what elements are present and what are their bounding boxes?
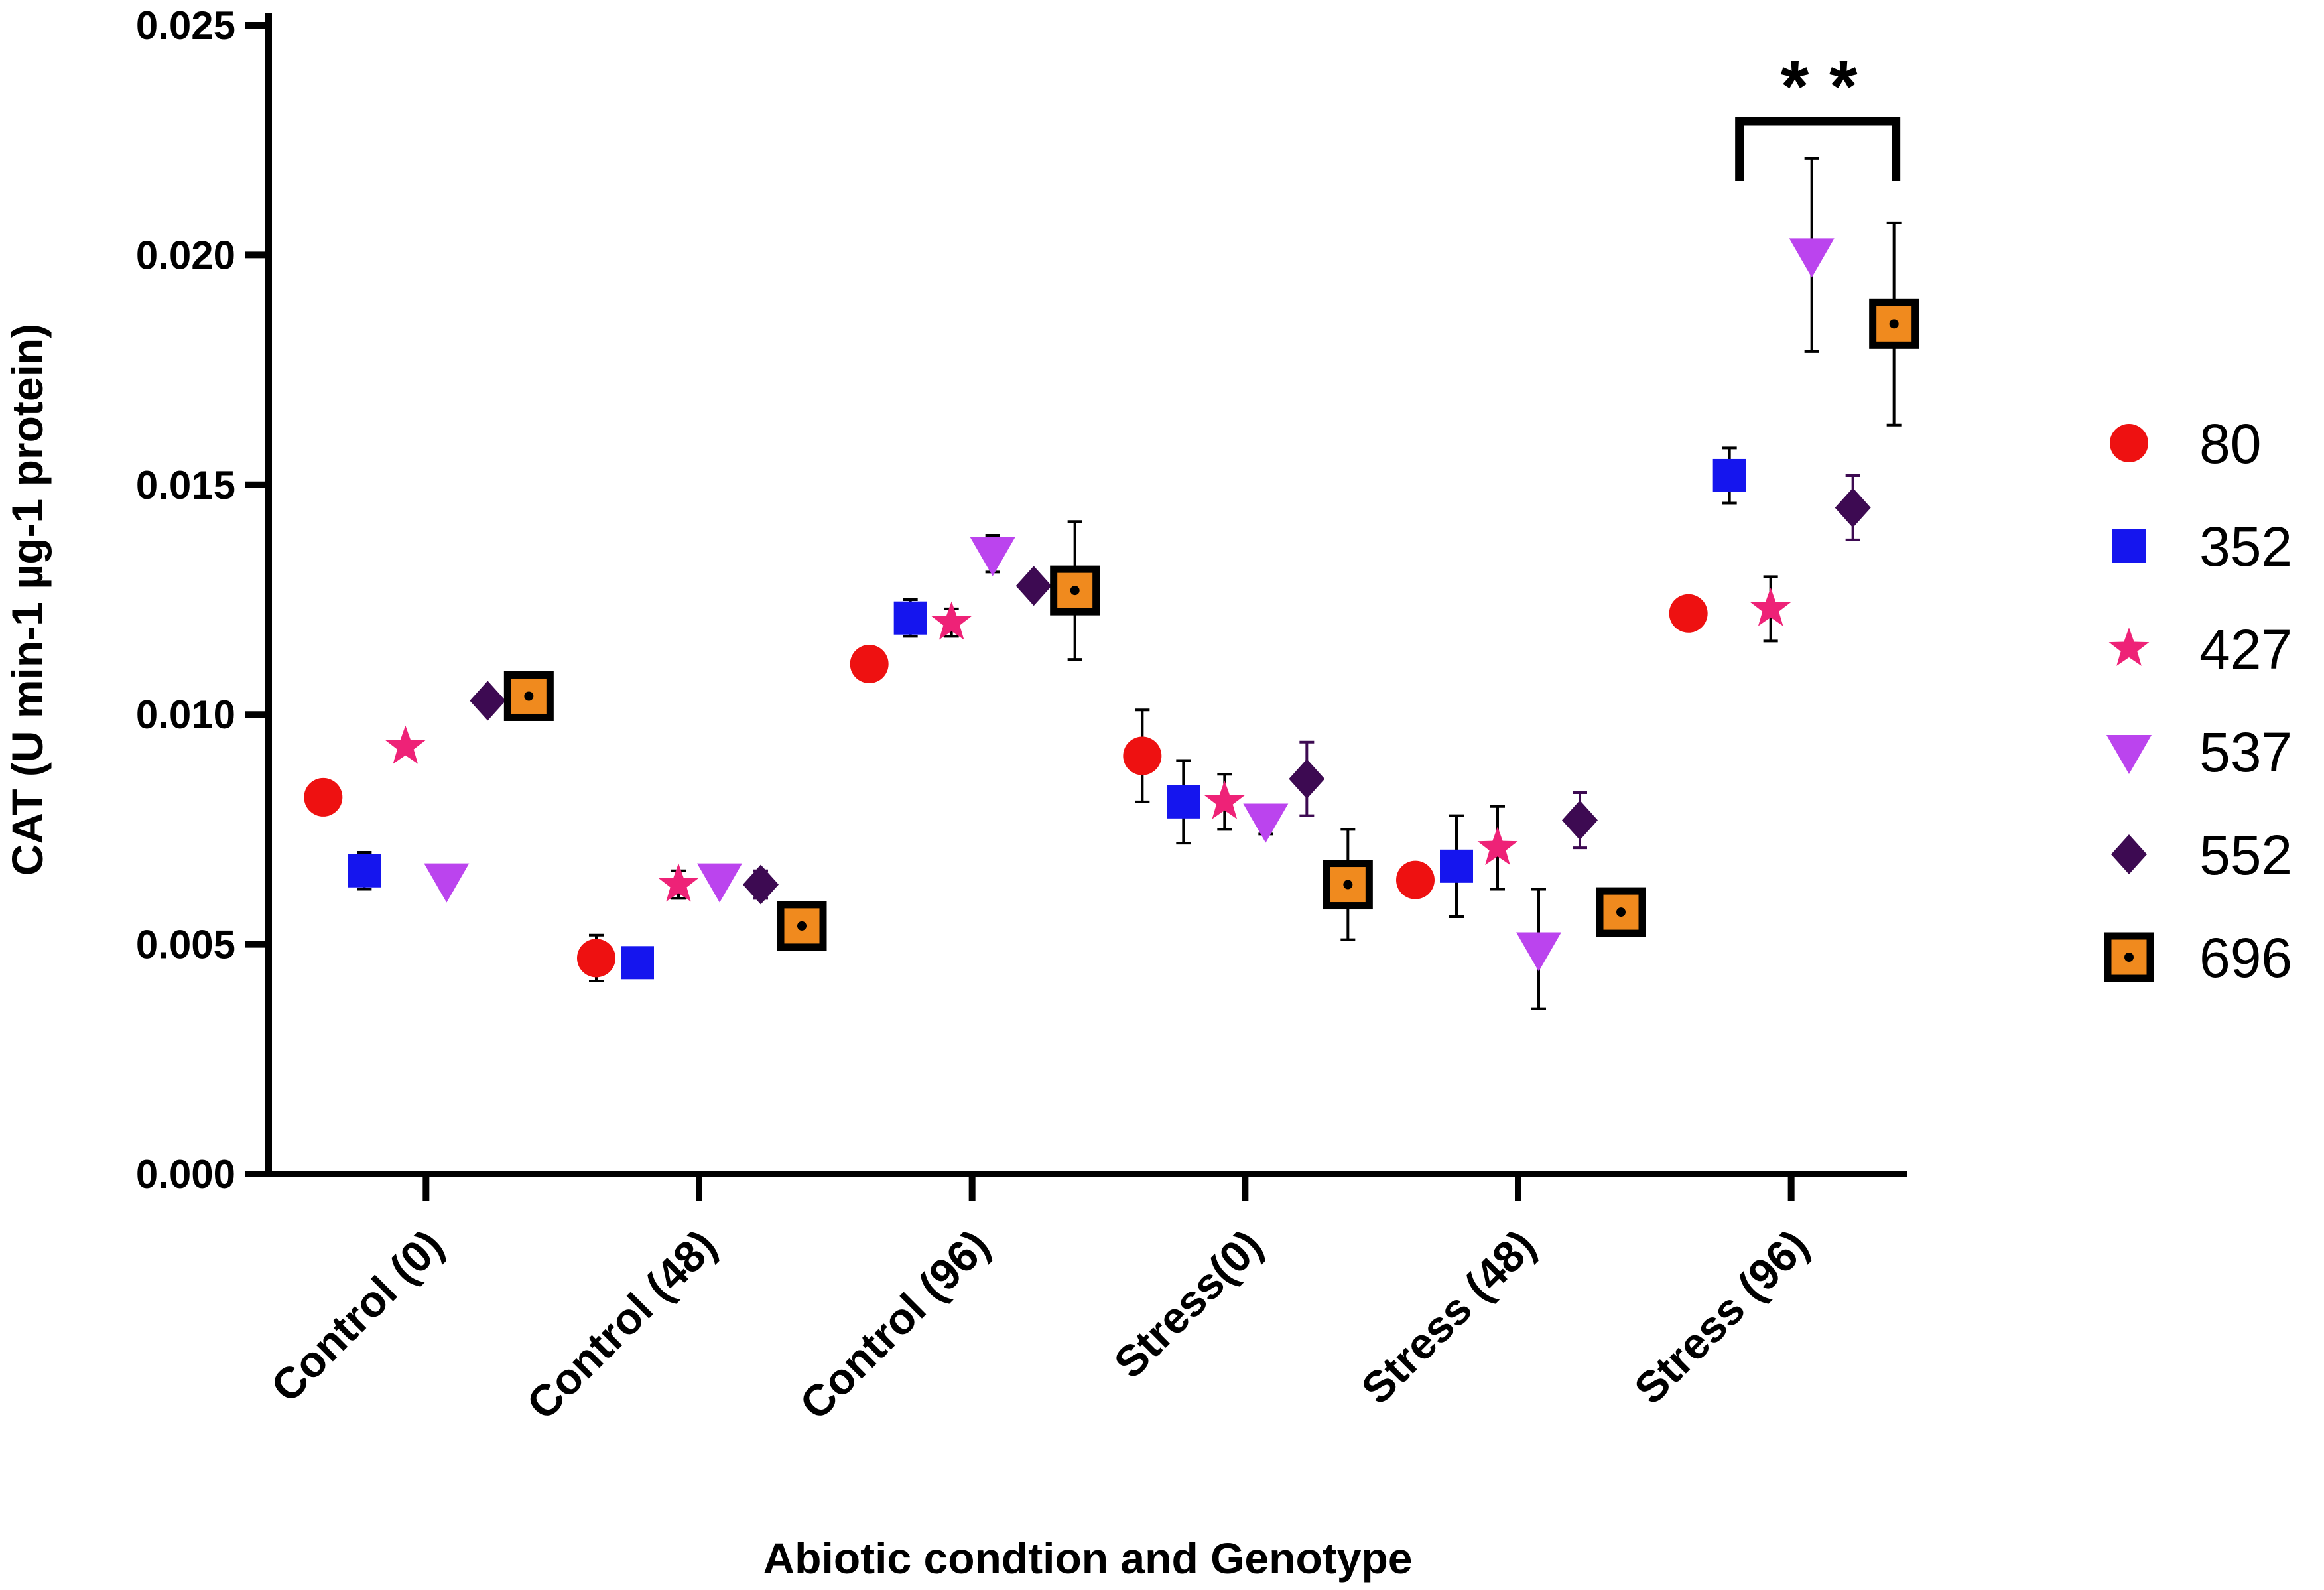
- data-point-696: [503, 671, 554, 721]
- error-bars-layer: [357, 157, 1902, 1010]
- x-category-label: Stress (48): [1352, 1221, 1545, 1414]
- data-point-537: [1789, 238, 1835, 278]
- legend-label: 552: [2199, 824, 2292, 886]
- legend-marker: [2112, 529, 2146, 563]
- data-point-427: [1204, 780, 1245, 819]
- legend-entry-552: 552: [2111, 824, 2292, 886]
- data-point-696: [1323, 860, 1373, 910]
- legend-label: 427: [2199, 618, 2292, 681]
- data-point-352: [1440, 849, 1473, 883]
- significance-stars: * *: [1781, 46, 1858, 127]
- legend-label: 537: [2199, 721, 2292, 783]
- legend-marker: [2111, 834, 2147, 874]
- y-tick-label: 0.025: [136, 3, 235, 48]
- data-point-427: [385, 725, 426, 764]
- data-point-427: [931, 601, 972, 640]
- data-point-427: [1477, 827, 1518, 865]
- legend-entry-696: 696: [2104, 927, 2292, 989]
- data-point-537: [1243, 803, 1289, 843]
- legend-marker: [2104, 932, 2154, 982]
- data-point-80: [850, 644, 889, 683]
- legend-marker: [2106, 735, 2152, 774]
- data-point-352: [621, 946, 654, 980]
- marker-dot: [1889, 319, 1899, 329]
- x-category-label: Control (96): [790, 1221, 998, 1429]
- data-point-80: [304, 777, 343, 817]
- x-axis-title: Abiotic condtion and Genotype: [763, 1534, 1413, 1583]
- data-point-537: [1516, 932, 1561, 972]
- significance-bracket: [1735, 117, 1901, 181]
- data-point-552: [1015, 566, 1052, 606]
- data-point-80: [1123, 736, 1162, 775]
- legend: 80 352 427 537 552 696: [2104, 413, 2292, 989]
- data-point-696: [1869, 298, 1919, 349]
- data-point-352: [893, 601, 927, 635]
- legend-marker: [2110, 424, 2148, 462]
- significance-annotation: * *: [1735, 46, 1901, 181]
- data-point-552: [743, 864, 779, 905]
- x-category-label: Stress(0): [1104, 1221, 1271, 1388]
- data-point-696: [1596, 887, 1646, 937]
- data-point-80: [1669, 594, 1708, 633]
- marker-dot: [2124, 953, 2134, 962]
- legend-entry-427: 427: [2108, 618, 2292, 681]
- data-point-552: [1289, 759, 1325, 799]
- data-points-layer: [304, 238, 1919, 980]
- legend-entry-80: 80: [2110, 413, 2261, 475]
- data-point-352: [1167, 785, 1200, 819]
- marker-dot: [1343, 880, 1353, 890]
- data-point-537: [970, 537, 1015, 576]
- data-point-537: [697, 863, 742, 903]
- data-point-552: [1835, 488, 1871, 528]
- marker-dot: [797, 921, 807, 931]
- data-point-696: [777, 901, 827, 951]
- data-point-552: [1562, 800, 1598, 840]
- data-point-352: [348, 854, 381, 888]
- legend-entry-537: 537: [2106, 721, 2292, 783]
- x-category-label: Stress (96): [1625, 1221, 1818, 1414]
- y-tick-label: 0.010: [136, 693, 235, 737]
- data-point-80: [577, 939, 615, 978]
- y-axis-title: CAT (U min-1 µg-1 protein): [3, 324, 52, 876]
- marker-dot: [524, 691, 534, 701]
- data-point-427: [1750, 587, 1791, 626]
- legend-marker: [2108, 628, 2150, 666]
- marker-dot: [1070, 586, 1080, 596]
- y-tick-label: 0.015: [136, 463, 235, 507]
- legend-label: 696: [2199, 927, 2292, 989]
- y-tick-label: 0.005: [136, 923, 235, 967]
- data-point-427: [658, 863, 699, 902]
- data-point-552: [470, 681, 506, 721]
- data-point-696: [1050, 565, 1100, 616]
- marker-dot: [1616, 907, 1626, 917]
- data-point-537: [424, 863, 470, 903]
- legend-label: 352: [2199, 515, 2292, 578]
- legend-entry-352: 352: [2112, 515, 2292, 578]
- data-point-80: [1396, 860, 1435, 899]
- x-category-label: Control (48): [517, 1221, 726, 1429]
- x-category-label: Control (0): [261, 1221, 452, 1412]
- legend-label: 80: [2199, 413, 2261, 475]
- y-tick-label: 0.000: [136, 1152, 235, 1197]
- data-point-352: [1712, 458, 1746, 492]
- axes-layer: 0.000 0.005 0.010 0.015 0.020 0.025 Control (0…: [3, 3, 1907, 1583]
- y-tick-label: 0.020: [136, 233, 235, 277]
